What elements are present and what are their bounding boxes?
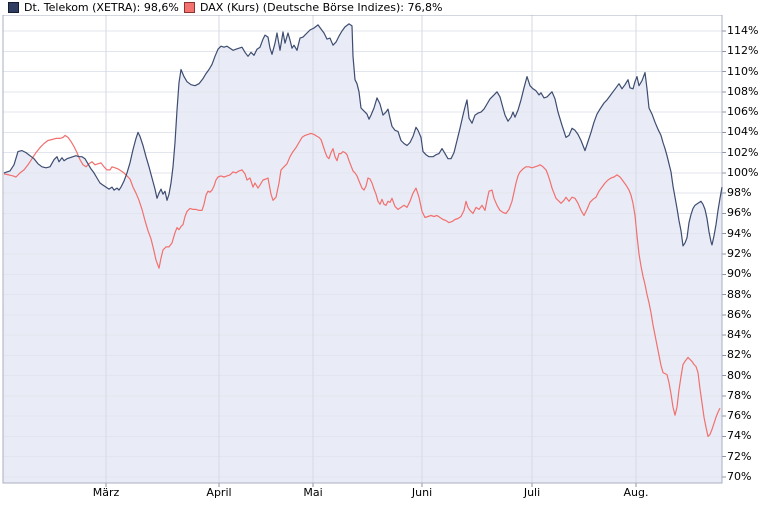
legend-label-telekom: Dt. Telekom (XETRA): 98,6%: [24, 1, 179, 14]
y-axis-label: 90%: [727, 267, 752, 281]
y-axis-label: 106%: [727, 105, 759, 119]
x-axis-label: April: [206, 486, 232, 499]
y-axis-label: 104%: [727, 125, 759, 139]
y-axis-label: 86%: [727, 307, 752, 321]
y-axis-label: 96%: [727, 206, 752, 220]
y-axis-label: 84%: [727, 328, 752, 342]
y-axis-label: 114%: [727, 24, 759, 37]
x-axis-label: Aug.: [623, 486, 649, 499]
legend-label-dax: DAX (Kurs) (Deutsche Börse Indizes): 76,…: [200, 1, 443, 14]
y-axis-label: 112%: [727, 44, 759, 58]
legend-item-telekom: Dt. Telekom (XETRA): 98,6%: [8, 1, 179, 14]
y-axis-label: 76%: [727, 409, 752, 423]
y-axis-label: 80%: [727, 368, 752, 382]
plot-frame: [2, 14, 723, 484]
y-axis-label: 92%: [727, 247, 752, 260]
y-axis-label: 70%: [727, 470, 752, 483]
x-axis-label: Mai: [303, 486, 323, 499]
y-axis-label: 94%: [727, 226, 752, 240]
y-axis-label: 82%: [727, 348, 752, 362]
telekom-area-fill: [3, 23, 722, 484]
dax-line: [3, 132, 721, 438]
dax-series-swatch-icon: [184, 2, 195, 13]
telekom-series-swatch-icon: [8, 2, 19, 13]
y-axis-label: 108%: [727, 84, 759, 98]
y-axis-label: 74%: [727, 429, 752, 443]
telekom-line: [3, 23, 723, 247]
y-axis-label: 88%: [727, 287, 752, 301]
legend-item-dax: DAX (Kurs) (Deutsche Börse Indizes): 76,…: [184, 1, 442, 14]
x-axis-label: März: [92, 486, 120, 499]
chart-legend: Dt. Telekom (XETRA): 98,6% DAX (Kurs) (D…: [0, 0, 760, 15]
x-axis-label: Juni: [411, 486, 433, 499]
y-axis-label: 100%: [727, 165, 759, 179]
y-axis-label: 78%: [727, 388, 752, 402]
x-axis-label: Juli: [523, 486, 541, 499]
y-axis-label: 102%: [727, 145, 759, 159]
y-axis-label: 98%: [727, 186, 752, 200]
y-axis-label: 110%: [727, 64, 759, 78]
y-axis-label: 72%: [727, 449, 752, 463]
